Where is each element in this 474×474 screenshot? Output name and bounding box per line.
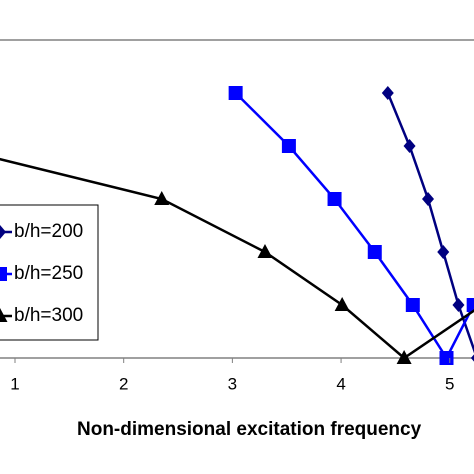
marker xyxy=(396,350,412,364)
legend-box xyxy=(0,204,99,341)
marker xyxy=(334,297,350,311)
plot-area xyxy=(0,86,474,365)
marker xyxy=(257,244,273,258)
marker xyxy=(439,351,454,365)
marker xyxy=(403,139,416,153)
marker xyxy=(228,86,243,100)
marker xyxy=(327,192,342,206)
x-tick-label: 1 xyxy=(10,374,19,393)
legend-label: b/h=200 xyxy=(14,221,83,242)
legend-label: b/h=250 xyxy=(14,263,83,284)
marker xyxy=(0,267,7,281)
marker xyxy=(0,225,6,239)
x-tick-label: 4 xyxy=(336,374,345,393)
marker xyxy=(0,308,8,322)
marker xyxy=(452,298,465,312)
marker xyxy=(367,245,382,259)
marker xyxy=(381,86,394,100)
x-tick-label: 3 xyxy=(228,374,237,393)
marker xyxy=(466,298,474,312)
marker xyxy=(154,191,170,205)
x-tick-label: 5 xyxy=(445,374,454,393)
series-line xyxy=(234,92,474,361)
marker xyxy=(470,354,474,362)
x-tick-label: 2 xyxy=(119,374,128,393)
legend-label: b/h=300 xyxy=(14,305,83,326)
series-line xyxy=(386,92,474,354)
series-line xyxy=(0,157,474,360)
marker xyxy=(422,192,435,206)
x-axis-label: Non-dimensional excitation frequency xyxy=(77,419,422,440)
marker xyxy=(405,298,420,312)
marker xyxy=(281,139,296,153)
legend: b/h=200 b/h=250 b/h=300 xyxy=(0,204,99,341)
marker xyxy=(437,245,450,259)
